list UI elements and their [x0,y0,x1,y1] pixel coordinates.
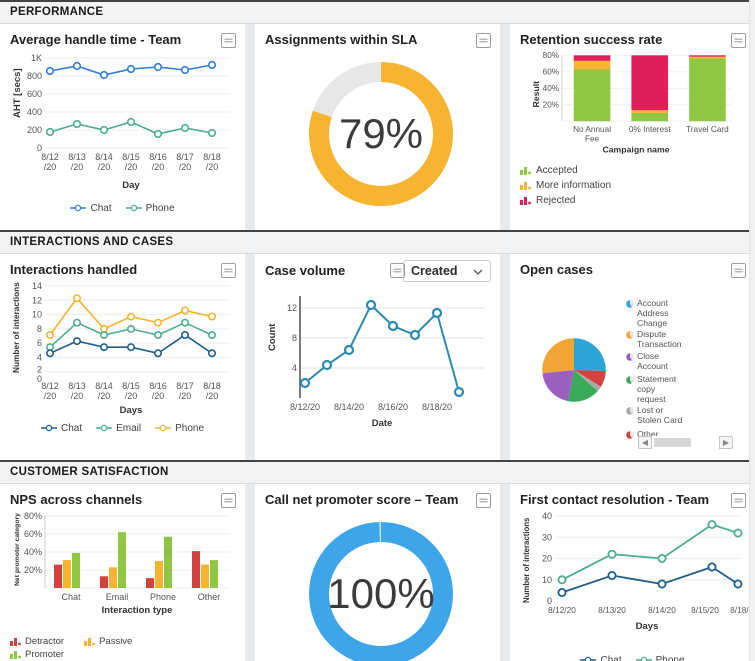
svg-text:Travel Card: Travel Card [686,125,729,134]
svg-text:60%: 60% [24,529,42,539]
svg-text:8/14: 8/14 [95,381,113,391]
svg-text:/20: /20 [206,162,219,172]
svg-text:60%: 60% [543,67,560,76]
svg-text:Other: Other [198,592,221,602]
svg-text:Email: Email [106,592,129,602]
svg-text:6: 6 [37,338,42,348]
svg-text:800: 800 [27,71,42,81]
svg-text:10: 10 [32,309,42,319]
svg-text:/20: /20 [152,391,165,401]
svg-text:600: 600 [27,89,42,99]
svg-text:8/13: 8/13 [68,381,86,391]
svg-text:8/16/20: 8/16/20 [378,402,408,412]
svg-text:8/16: 8/16 [149,152,167,162]
svg-text:8/18/20: 8/18/20 [422,402,452,412]
svg-text:Phone: Phone [150,592,176,602]
svg-text:0% Interest: 0% Interest [629,125,671,134]
svg-text:Interaction type: Interaction type [102,605,173,616]
svg-text:1K: 1K [31,53,42,63]
svg-text:Campaign name: Campaign name [602,144,669,154]
svg-text:/20: /20 [98,162,111,172]
svg-text:79%: 79% [339,110,423,157]
svg-text:Result: Result [531,80,541,107]
svg-text:10: 10 [542,574,552,584]
svg-text:8/12: 8/12 [41,152,59,162]
svg-text:8/15/20: 8/15/20 [691,605,719,615]
svg-text:8/17: 8/17 [176,381,194,391]
svg-text:100%: 100% [327,570,434,617]
svg-text:8/12/20: 8/12/20 [290,402,320,412]
svg-text:8/17: 8/17 [176,152,194,162]
svg-text:AHT [secs]: AHT [secs] [12,68,23,118]
svg-text:/20: /20 [179,162,192,172]
svg-text:12: 12 [287,303,297,313]
svg-text:2: 2 [37,364,42,374]
svg-text:8/13/20: 8/13/20 [598,605,626,615]
svg-text:8/18: 8/18 [203,152,221,162]
svg-text:/20: /20 [206,391,219,401]
svg-text:8/13: 8/13 [68,152,86,162]
svg-text:Count: Count [267,323,278,351]
svg-text:Day: Day [122,180,140,191]
svg-text:Number of interactions: Number of interactions [11,281,21,372]
svg-text:40: 40 [542,511,552,521]
svg-text:400: 400 [27,107,42,117]
svg-text:/20: /20 [71,391,84,401]
svg-text:/20: /20 [71,162,84,172]
svg-text:8/12: 8/12 [41,381,59,391]
svg-text:20: 20 [542,553,552,563]
svg-text:8/15: 8/15 [122,152,140,162]
svg-text:8/14/20: 8/14/20 [648,605,676,615]
svg-text:/20: /20 [125,162,138,172]
svg-text:80%: 80% [24,511,42,521]
svg-text:Number of interactions: Number of interactions [522,517,531,603]
svg-text:/20: /20 [152,162,165,172]
svg-text:Fee: Fee [585,134,600,143]
svg-text:8/14/20: 8/14/20 [334,402,364,412]
svg-text:20%: 20% [24,565,42,575]
svg-text:/20: /20 [98,391,111,401]
svg-text:40%: 40% [24,547,42,557]
svg-text:8: 8 [37,323,42,333]
svg-text:8: 8 [292,333,297,343]
svg-text:8/15: 8/15 [122,381,140,391]
svg-text:/20: /20 [179,391,192,401]
svg-text:/20: /20 [44,162,57,172]
svg-text:Date: Date [372,418,393,429]
svg-text:Days: Days [636,621,659,632]
svg-text:/20: /20 [44,391,57,401]
svg-text:12: 12 [32,295,42,305]
svg-text:8/16: 8/16 [149,381,167,391]
svg-text:Net promoter category: Net promoter category [14,512,21,585]
svg-text:8/18: 8/18 [203,381,221,391]
svg-text:Chat: Chat [61,592,81,602]
svg-text:8/14: 8/14 [95,152,113,162]
svg-text:14: 14 [32,281,42,291]
svg-text:8/12/20: 8/12/20 [548,605,576,615]
svg-text:80%: 80% [543,51,560,60]
svg-text:40%: 40% [543,84,560,93]
svg-text:Days: Days [120,405,143,416]
svg-text:/20: /20 [125,391,138,401]
svg-text:4: 4 [292,363,297,373]
svg-text:200: 200 [27,125,42,135]
svg-text:30: 30 [542,532,552,542]
svg-text:20%: 20% [543,100,560,109]
svg-text:4: 4 [37,352,42,362]
svg-text:No Annual: No Annual [573,125,611,134]
